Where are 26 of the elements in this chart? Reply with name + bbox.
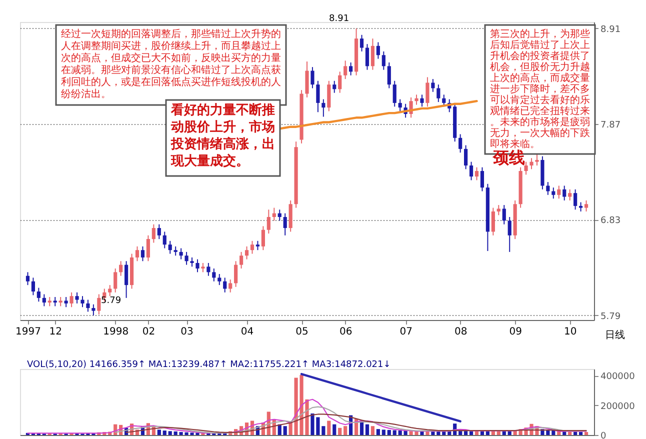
x-tick-label: 08 <box>454 326 468 338</box>
x-tick-label: 10 <box>564 326 577 338</box>
y-tick-label: 6.83 <box>600 216 621 226</box>
x-tick-label: 02 <box>142 326 156 338</box>
y-tick-label: 400000 <box>600 372 636 382</box>
annotation: VOL(5,10,20) 14166.359↑ MA1:13239.487↑ MA2:11755.221↑ MA3:14872.021↓ <box>27 360 391 370</box>
x-tick-label: 12 <box>49 326 62 338</box>
x-tick-label: 1997 <box>16 326 41 338</box>
x-tick-label: 03 <box>180 326 194 338</box>
x-tick-label: 09 <box>509 326 522 338</box>
y-tick-label: 200000 <box>600 402 636 412</box>
x-tick-label: 1998 <box>103 326 129 338</box>
x-tick-label: 05 <box>296 326 308 338</box>
y-tick-label: 8.91 <box>600 24 621 35</box>
y-tick-label: 5.79 <box>600 312 621 322</box>
x-tick-label: 06 <box>339 326 352 338</box>
text: 第三次的上升，为那些后知后觉错过了上次上升机会的投资者提供了机会，但股价无力升越上次的高点，而成交量进一步下降时，差不多可以肯定过去看好的乐观情绪已完全扭转过来。未来的市场将是疲弱无力，一次大幅的下跌即将来临。 <box>490 29 590 150</box>
annotation: 看好的力量不断推动股价上升，市场投资情绪高涨，出现大量成交。 <box>170 102 275 169</box>
annotation: 5.79 <box>101 296 122 306</box>
text: 日线 <box>605 329 625 341</box>
y-tick-label: 0 <box>600 432 606 439</box>
x-tick-label: 07 <box>400 326 412 338</box>
x-tick-label: 04 <box>240 326 254 338</box>
y-tick-label: 7.87 <box>600 120 621 131</box>
annotation: 8.91 <box>329 14 350 24</box>
annotation: 经过一次短期的回落调整后，那些错过上次升势的人在调整期间买进，股价继续上升，而且攀越过上次的高点，但成交已大不如前，反映出买方的力量在减弱。那些对前景没有信心和错过了上次高点获利回吐的人，或是在回落低点买进作短线投机的人纷纷沽出。 <box>61 28 281 100</box>
